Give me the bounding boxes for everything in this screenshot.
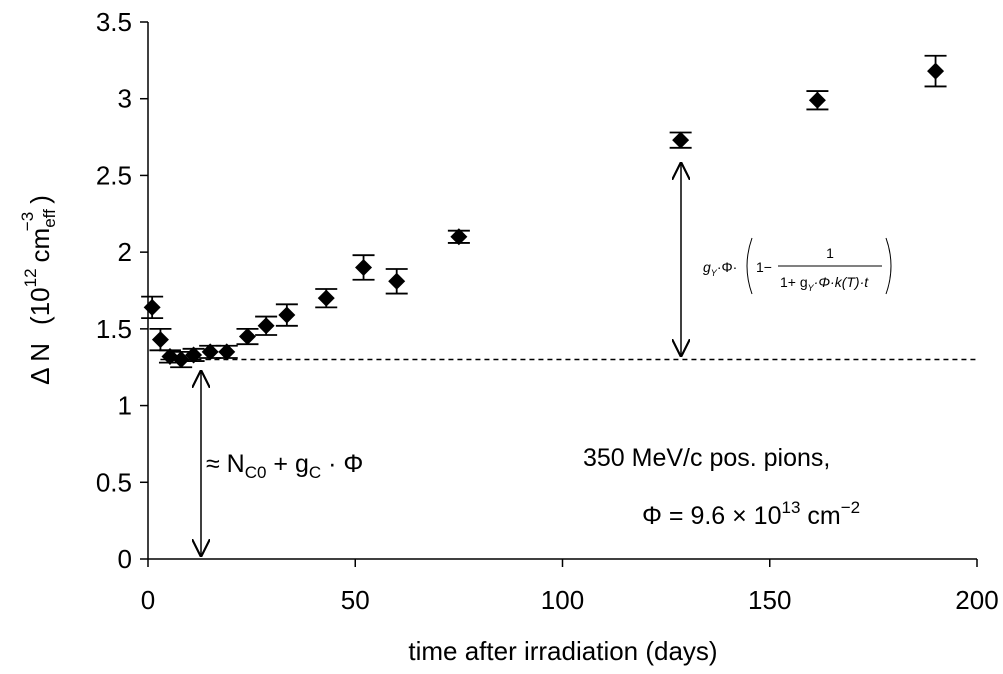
formula-part: g (703, 259, 711, 275)
marker (172, 351, 190, 369)
ann-part: · Φ (321, 450, 363, 478)
formula-sub: Y (808, 283, 815, 293)
paren (885, 237, 892, 295)
marker (278, 306, 296, 324)
formula-part: ·Φ·k(T)·t (814, 274, 870, 290)
y-axis-title-text: Δ N (1012 cmeff−3) (18, 195, 59, 385)
marker (143, 298, 161, 316)
y-tick-label: 1.5 (96, 314, 132, 344)
marker (355, 258, 373, 276)
x-tick-label: 50 (341, 585, 370, 615)
x-tick-label: 100 (541, 585, 584, 615)
annotation-beam: 350 MeV/c pos. pions, (583, 444, 830, 472)
y-title-exp: 12 (21, 268, 40, 287)
formula-left: gY·Φ· (703, 259, 737, 278)
y-tick-label: 2 (118, 237, 132, 267)
formula-part: 1+ g (780, 274, 808, 290)
formula-one: 1− (756, 259, 772, 275)
marker (317, 289, 335, 307)
y-tick-label: 3 (118, 84, 132, 114)
x-axis-title: time after irradiation (days) (408, 636, 717, 666)
paren (746, 237, 753, 295)
ann-part: cm (800, 502, 840, 530)
ann-part: + g (266, 450, 308, 478)
ann-part: Φ = 9.6 × 10 (642, 502, 782, 530)
y-title-sub: eff (40, 209, 59, 228)
y-tick-label: 1 (118, 391, 132, 421)
y-title-unit: cm (25, 228, 55, 263)
x-tick-label: 0 (141, 585, 155, 615)
y-tick-label: 3.5 (96, 7, 132, 37)
marker (450, 228, 468, 246)
x-tick-label: 200 (955, 585, 998, 615)
marker (185, 346, 203, 364)
ann-sub: C0 (245, 463, 267, 482)
y-title-close: ) (25, 195, 55, 204)
formula-sub: Y (711, 268, 718, 278)
annotation-lower: ≈ NC0 + gC · Φ (206, 450, 363, 482)
marker (257, 317, 275, 335)
ann-part: ≈ N (206, 450, 245, 478)
y-title-open: (10 (25, 287, 55, 325)
annotation-fluence: Φ = 9.6 × 1013 cm−2 (642, 498, 860, 530)
formula-den: 1+ gY·Φ·k(T)·t (780, 274, 869, 293)
formula-num: 1 (826, 245, 834, 261)
marker (151, 331, 169, 349)
y-axis-title: Δ N (1012 cmeff−3) (18, 195, 59, 385)
marker (927, 62, 945, 80)
marker (672, 131, 690, 149)
ann-sup: 13 (782, 498, 801, 517)
marker (238, 328, 256, 346)
formula-part: ·Φ· (717, 259, 738, 275)
y-title-main: Δ N (25, 343, 55, 385)
marker (201, 343, 219, 361)
marker (388, 272, 406, 290)
formula: gY·Φ· 1− 1 1+ gY·Φ·k(T)·t (703, 237, 892, 295)
ann-sup: −2 (841, 498, 860, 517)
y-tick-label: 0 (118, 544, 132, 574)
x-tick-label: 150 (748, 585, 791, 615)
marker (808, 91, 826, 109)
y-tick-label: 2.5 (96, 160, 132, 190)
ann-sub: C (309, 463, 321, 482)
y-tick-label: 0.5 (96, 467, 132, 497)
marker (218, 343, 236, 361)
y-title-sup: −3 (18, 212, 37, 231)
